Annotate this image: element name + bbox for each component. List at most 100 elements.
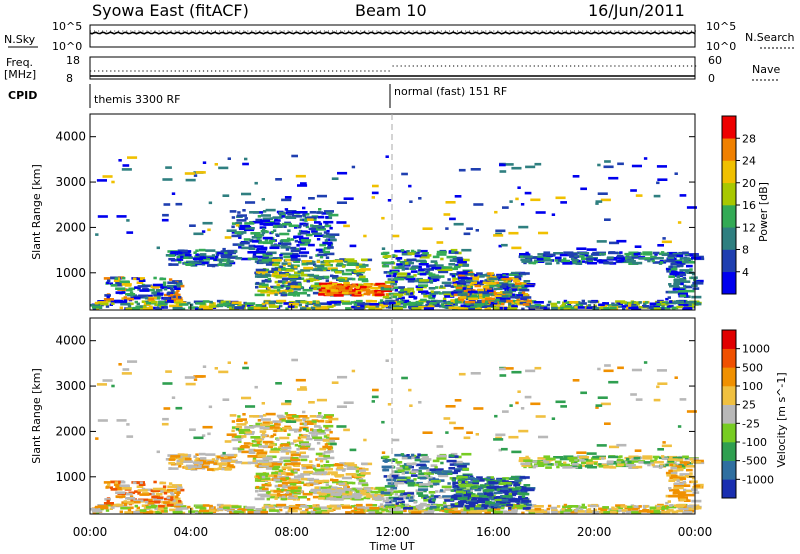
velocity-cell: [249, 415, 260, 418]
power-cell: [417, 249, 421, 252]
velocity-cell: [341, 506, 352, 509]
velocity-cell: [603, 369, 614, 373]
power-cell: [139, 289, 150, 292]
x-tick-label: 12:00: [375, 525, 410, 539]
power-cell: [625, 260, 636, 263]
power-cell: [316, 260, 320, 263]
velocity-cell: [218, 370, 229, 374]
power-cell: [560, 259, 571, 263]
velocity-cell: [513, 483, 521, 487]
power-cell: [329, 286, 336, 289]
velocity-cell: [231, 426, 239, 429]
velocity-cell: [394, 481, 405, 485]
power-cell: [463, 232, 471, 236]
velocity-cell: [306, 466, 313, 469]
velocity-cell: [475, 433, 479, 436]
power-cell: [270, 230, 275, 234]
power-cell: [394, 249, 405, 253]
velocity-cell: [302, 492, 313, 496]
velocity-cell: [302, 464, 313, 467]
power-cell: [482, 285, 490, 288]
velocity-cell: [411, 494, 415, 498]
velocity-cell: [519, 505, 527, 509]
velocity-cell: [473, 407, 484, 410]
power-cell: [258, 241, 269, 244]
power-cell: [454, 259, 458, 263]
power-cell: [603, 165, 614, 169]
velocity-cell: [516, 502, 520, 505]
power-cell: [332, 287, 336, 291]
velocity-cell: [392, 438, 400, 442]
power-cell: [586, 255, 593, 258]
velocity-cell: [592, 455, 599, 459]
power-cell: [201, 261, 209, 265]
velocity-cell: [656, 385, 660, 389]
power-cell: [661, 307, 665, 310]
power-cell: [243, 238, 251, 241]
velocity-cell: [436, 454, 447, 458]
power-cell: [464, 273, 475, 276]
power-cell: [511, 246, 522, 250]
power-cell: [138, 279, 146, 282]
velocity-cell: [401, 456, 412, 460]
velocity-cell: [478, 495, 489, 498]
velocity-cell: [425, 495, 429, 499]
power-cell: [451, 250, 455, 254]
power-cell: [322, 235, 330, 238]
power-cell: [390, 261, 395, 264]
power-cell: [675, 261, 682, 264]
power-cell: [443, 293, 454, 297]
power-cell: [398, 291, 409, 294]
velocity-cell: [495, 491, 503, 495]
power-cell: [682, 276, 686, 280]
nsearch-tick-bottom: 10^0: [706, 40, 736, 53]
power-cell: [250, 232, 261, 235]
power-cell: [628, 302, 632, 305]
velocity-cell: [258, 489, 269, 492]
velocity-cell: [382, 493, 393, 497]
velocity-cell: [434, 466, 438, 469]
power-cell: [257, 289, 268, 293]
power-cell: [673, 282, 684, 286]
velocity-cell: [114, 481, 119, 484]
velocity-cell: [668, 487, 672, 490]
velocity-cell: [435, 490, 439, 493]
power-cell: [508, 231, 519, 235]
power-cell: [174, 287, 181, 290]
power-cell: [214, 163, 218, 166]
power-cell: [346, 287, 353, 290]
velocity-cell: [323, 454, 330, 458]
velocity-cell: [390, 499, 398, 503]
velocity-cell: [654, 457, 658, 460]
power-cell: [323, 250, 330, 254]
colorbar-swatch: [722, 442, 736, 461]
velocity-cell: [429, 468, 436, 471]
velocity-cell: [470, 498, 478, 501]
velocity-cell: [610, 460, 618, 464]
power-cell: [290, 288, 301, 291]
velocity-cell: [333, 495, 344, 499]
velocity-cell: [430, 494, 434, 497]
velocity-cell: [134, 504, 138, 508]
power-cell: [312, 278, 320, 281]
power-cell: [245, 302, 256, 305]
freq-panel: Freq. [MHz] 18 8 60 0 Nave: [4, 54, 780, 85]
power-cell: [511, 305, 518, 308]
velocity-cell: [670, 466, 678, 470]
velocity-cell: [254, 464, 259, 467]
power-cell: [501, 243, 508, 247]
velocity-cell: [511, 505, 515, 509]
velocity-cell: [345, 490, 349, 494]
power-cell: [380, 286, 385, 290]
colorbar-swatch: [722, 205, 736, 228]
velocity-cell: [500, 495, 504, 498]
power-cell: [521, 296, 532, 299]
power-cell: [694, 302, 702, 306]
nave-tick-top: 60: [708, 54, 722, 67]
velocity-cell: [273, 475, 278, 478]
power-cell: [328, 213, 339, 217]
power-cell: [579, 304, 583, 307]
velocity-cell: [226, 433, 237, 436]
power-cell: [536, 257, 544, 261]
velocity-cell: [484, 511, 492, 514]
